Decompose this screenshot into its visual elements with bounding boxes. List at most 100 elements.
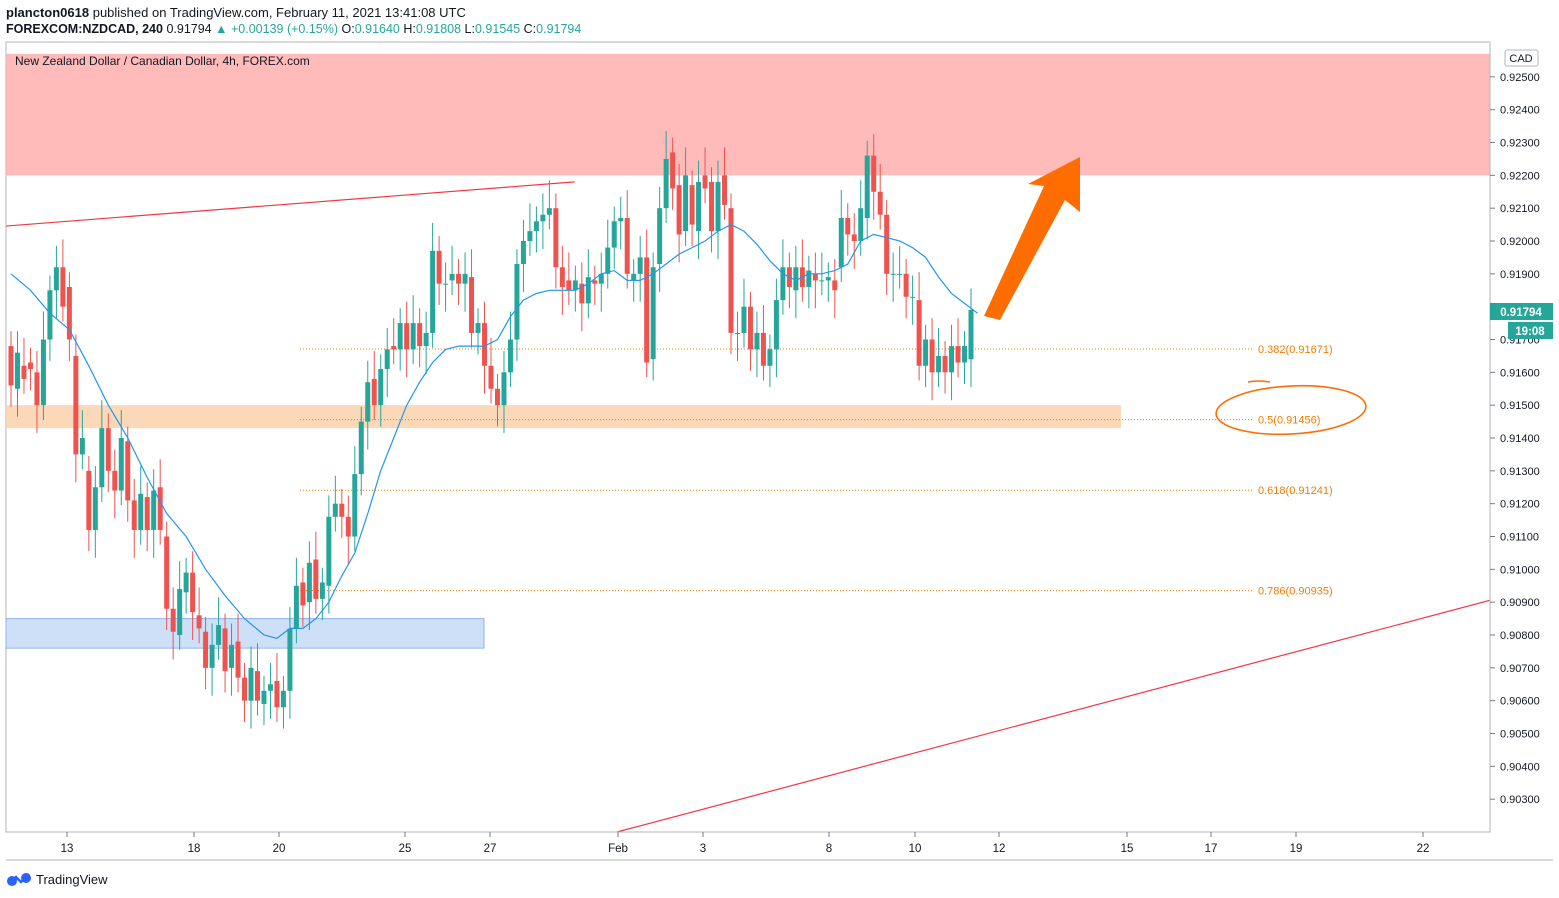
countdown-tag bbox=[1508, 322, 1553, 339]
moving-average-layer bbox=[10, 223, 978, 639]
candle bbox=[482, 323, 488, 366]
tradingview-footer[interactable]: TradingView bbox=[6, 871, 108, 887]
candle bbox=[806, 270, 812, 287]
candle bbox=[851, 234, 857, 242]
candle bbox=[384, 349, 390, 370]
candle bbox=[507, 339, 513, 373]
candle bbox=[559, 267, 565, 287]
candle bbox=[170, 608, 176, 632]
price-tick-label: 0.92100 bbox=[1500, 203, 1540, 215]
time-tick-label: 20 bbox=[273, 843, 286, 855]
price-axis[interactable]: 0.92500 0.92400 0.92300 0.92200 0.92100 0.920… bbox=[1490, 72, 1540, 806]
candle bbox=[546, 208, 552, 215]
candle bbox=[585, 277, 591, 304]
close-value: 0.91794 bbox=[536, 22, 582, 36]
candle bbox=[248, 667, 254, 701]
currency-label: CAD bbox=[1509, 53, 1532, 65]
candle bbox=[280, 690, 286, 708]
candle bbox=[494, 388, 500, 406]
candle bbox=[53, 267, 59, 291]
high-label: H: bbox=[403, 22, 416, 36]
candle bbox=[819, 280, 825, 282]
candle bbox=[216, 625, 222, 645]
candle bbox=[903, 273, 909, 297]
candle bbox=[540, 214, 546, 222]
time-axis[interactable]: 13 18 20 25 27 Feb 3 8 10 12 15 17 19 22 bbox=[61, 832, 1430, 855]
candle bbox=[40, 339, 46, 406]
candle bbox=[475, 323, 481, 333]
candle bbox=[845, 218, 851, 235]
candle bbox=[47, 290, 53, 340]
candle bbox=[611, 221, 617, 248]
time-tick-label: Feb bbox=[608, 843, 628, 855]
candle bbox=[371, 378, 377, 406]
candle bbox=[261, 690, 267, 704]
publish-info: published on TradingView.com, February 1… bbox=[92, 5, 466, 20]
candle bbox=[391, 346, 397, 350]
up-triangle-icon: ▲ bbox=[215, 22, 228, 36]
candle bbox=[196, 615, 202, 629]
candle bbox=[566, 280, 572, 291]
candle bbox=[21, 365, 27, 379]
candle bbox=[767, 349, 773, 366]
candle bbox=[345, 516, 351, 537]
projection-arrow bbox=[984, 157, 1080, 320]
candle bbox=[339, 503, 345, 517]
candle bbox=[605, 247, 611, 274]
price-change: +0.00139 (+0.15%) bbox=[230, 22, 339, 36]
candle bbox=[962, 346, 968, 363]
time-tick-label: 13 bbox=[61, 843, 74, 855]
candle bbox=[436, 250, 442, 284]
author-name[interactable]: plancton0618 bbox=[6, 5, 90, 20]
tradingview-brand: TradingView bbox=[36, 871, 108, 887]
candle bbox=[825, 277, 831, 281]
candle bbox=[858, 208, 864, 242]
candle bbox=[423, 332, 429, 347]
candle bbox=[812, 273, 818, 281]
candle bbox=[177, 589, 183, 636]
candle bbox=[27, 362, 33, 370]
candle bbox=[138, 493, 144, 530]
candle bbox=[670, 152, 676, 189]
candle bbox=[378, 369, 384, 406]
candle bbox=[14, 352, 20, 389]
candle bbox=[313, 559, 319, 599]
support-zone bbox=[6, 405, 1121, 429]
candle bbox=[955, 346, 961, 363]
time-tick-label: 10 bbox=[909, 843, 922, 855]
currency-badge bbox=[1504, 49, 1539, 67]
candle bbox=[358, 421, 364, 475]
candle bbox=[910, 296, 916, 298]
candle bbox=[203, 631, 209, 668]
price-tick-label: 0.91000 bbox=[1500, 564, 1540, 576]
candle bbox=[190, 572, 196, 613]
candle bbox=[449, 273, 455, 281]
candle bbox=[131, 500, 137, 530]
candle bbox=[404, 323, 410, 350]
time-tick-label: 27 bbox=[484, 843, 497, 855]
candle bbox=[702, 175, 708, 189]
price-tick-label: 0.92000 bbox=[1500, 236, 1540, 248]
candle bbox=[293, 585, 299, 629]
countdown-value: 19:08 bbox=[1515, 326, 1545, 338]
candle bbox=[34, 372, 40, 406]
candle bbox=[929, 339, 935, 373]
candle bbox=[164, 536, 170, 609]
candle bbox=[520, 241, 526, 264]
candle bbox=[274, 680, 280, 708]
candle bbox=[598, 273, 604, 284]
candle bbox=[86, 470, 92, 530]
low-value: 0.91545 bbox=[474, 22, 521, 36]
candle bbox=[838, 218, 844, 268]
price-tick-label: 0.91600 bbox=[1500, 367, 1540, 379]
candle bbox=[553, 208, 559, 268]
price-tick-label: 0.92200 bbox=[1500, 170, 1540, 182]
candle bbox=[864, 155, 870, 219]
candle bbox=[501, 372, 507, 406]
fib-label-2: 0.618(0.91241) bbox=[1258, 485, 1333, 497]
price-tick-label: 0.91400 bbox=[1500, 433, 1540, 445]
symbol-label[interactable]: FOREXCOM:NZDCAD, 240 bbox=[6, 22, 163, 36]
candle bbox=[637, 257, 643, 274]
arrow-icon bbox=[984, 157, 1080, 320]
